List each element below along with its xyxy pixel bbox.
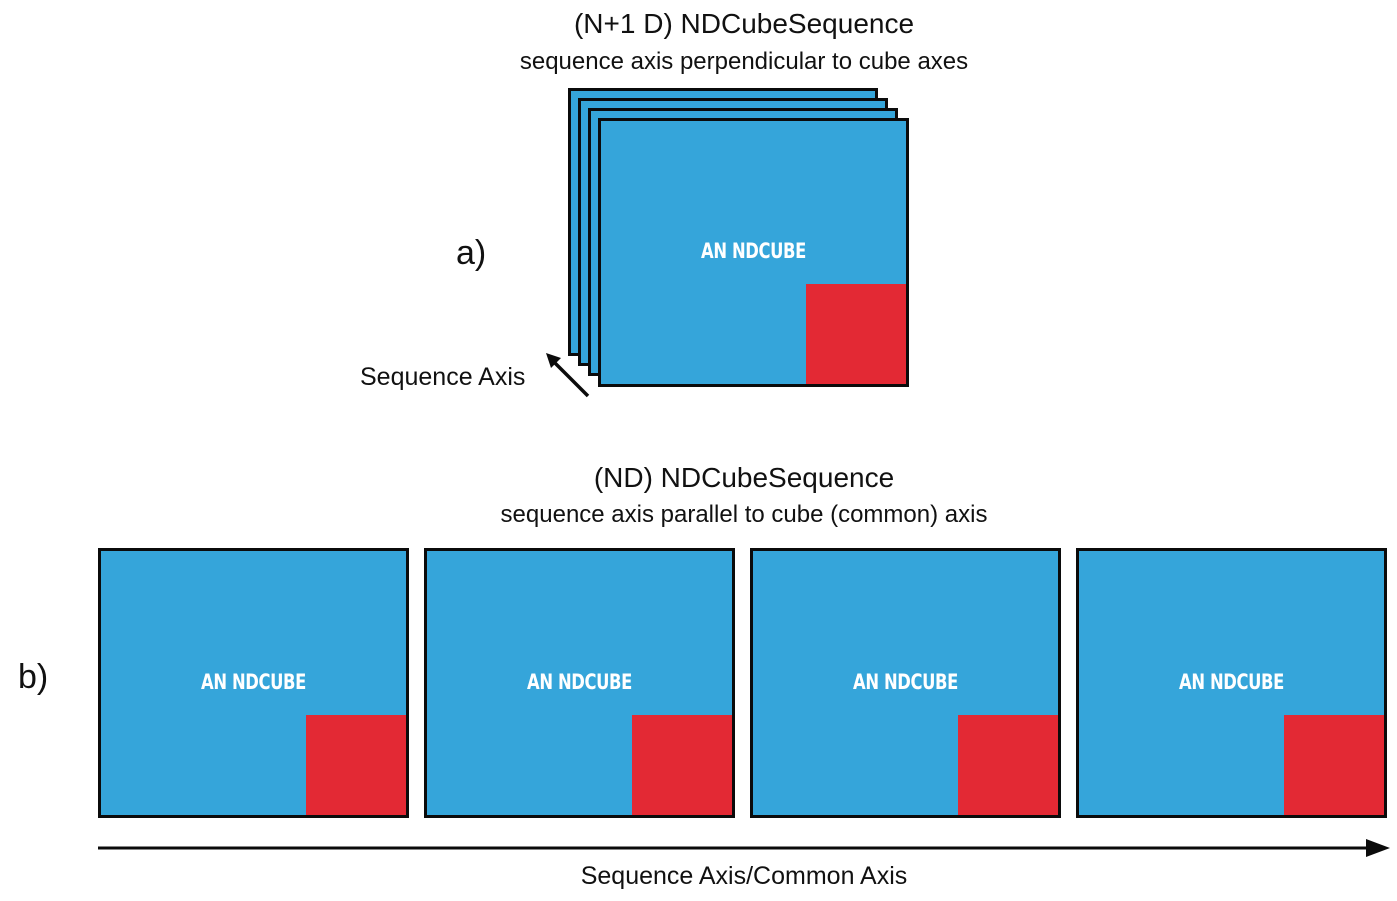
ndcube-4-corner <box>1284 715 1384 815</box>
ndcube-label: AN NDCUBE <box>701 239 806 263</box>
panel-a-title: (N+1 D) NDCubeSequence <box>573 8 915 39</box>
ndcube-2: AN NDCUBE <box>424 548 735 818</box>
ndcube-3-corner <box>958 715 1058 815</box>
panel-a-subtitle: sequence axis perpendicular to cube axes <box>519 48 969 75</box>
ndcube-2-label: AN NDCUBE <box>527 670 632 694</box>
sequence-axis-arrow <box>546 353 590 398</box>
ndcube-corner <box>806 284 906 384</box>
ndcube-1-label: AN NDCUBE <box>201 670 306 694</box>
ndcube-1: AN NDCUBE <box>98 548 409 818</box>
common-axis-label: Sequence Axis/Common Axis <box>580 862 908 890</box>
panel-b-subtitle: sequence axis parallel to cube (common) … <box>500 501 988 528</box>
ndcube-4-label: AN NDCUBE <box>1179 670 1284 694</box>
panel-a-label: a) <box>456 234 487 272</box>
ndcube-3: AN NDCUBE <box>750 548 1061 818</box>
common-axis-arrow <box>98 839 1390 857</box>
ndcube-1-corner <box>306 715 406 815</box>
ndcube-front: AN NDCUBE <box>598 118 909 387</box>
ndcube-3-label: AN NDCUBE <box>853 670 958 694</box>
ndcube-2-corner <box>632 715 732 815</box>
sequence-axis-label: Sequence Axis <box>360 363 526 391</box>
panel-b-title: (ND) NDCubeSequence <box>593 462 895 493</box>
ndcube-4: AN NDCUBE <box>1076 548 1387 818</box>
panel-b-label: b) <box>18 658 49 696</box>
